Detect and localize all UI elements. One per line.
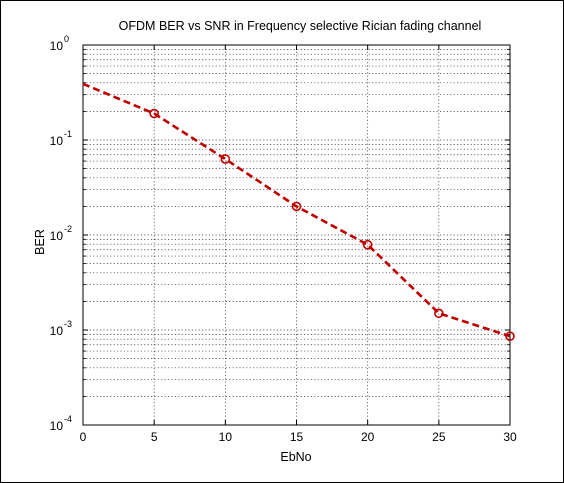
y-tick-base: 10 bbox=[50, 419, 64, 433]
y-axis-label: BER bbox=[33, 229, 47, 255]
x-axis-label: EbNo bbox=[280, 450, 311, 464]
y-tick-exponent: -1 bbox=[64, 129, 72, 139]
x-tick-label: 20 bbox=[361, 430, 375, 444]
y-tick-label: 10 0 bbox=[50, 34, 69, 53]
y-tick-label: 10 -1 bbox=[50, 129, 72, 148]
x-tick-label: 0 bbox=[80, 430, 87, 444]
y-tick-label: 10 -4 bbox=[50, 414, 72, 433]
data-point bbox=[220, 154, 231, 164]
grid-lines bbox=[83, 45, 510, 425]
x-tick-label: 10 bbox=[219, 430, 233, 444]
data-point bbox=[505, 331, 515, 342]
y-tick-exponent: -4 bbox=[64, 414, 72, 424]
x-tick-label: 5 bbox=[151, 430, 158, 444]
y-tick-exponent: -3 bbox=[64, 319, 72, 329]
y-tick-base: 10 bbox=[50, 39, 64, 53]
x-tick-label: 25 bbox=[432, 430, 446, 444]
data-point bbox=[362, 239, 373, 250]
plot-border bbox=[82, 44, 511, 426]
data-point bbox=[434, 308, 444, 319]
chart-title: OFDM BER vs SNR in Frequency selective R… bbox=[119, 19, 482, 33]
y-tick-label: 10 -3 bbox=[50, 319, 72, 338]
series-group bbox=[82, 82, 515, 342]
x-tick-label: 30 bbox=[503, 430, 517, 444]
y-tick-base: 10 bbox=[50, 324, 64, 338]
y-tick-exponent: 0 bbox=[64, 34, 69, 44]
y-tick-base: 10 bbox=[50, 229, 64, 243]
data-point bbox=[149, 108, 159, 119]
series-line bbox=[82, 82, 511, 338]
x-tick-label: 15 bbox=[290, 430, 304, 444]
y-tick-base: 10 bbox=[50, 134, 64, 148]
data-point bbox=[291, 201, 302, 212]
y-tick-label: 10 -2 bbox=[50, 224, 72, 243]
y-tick-exponent: -2 bbox=[64, 224, 72, 234]
